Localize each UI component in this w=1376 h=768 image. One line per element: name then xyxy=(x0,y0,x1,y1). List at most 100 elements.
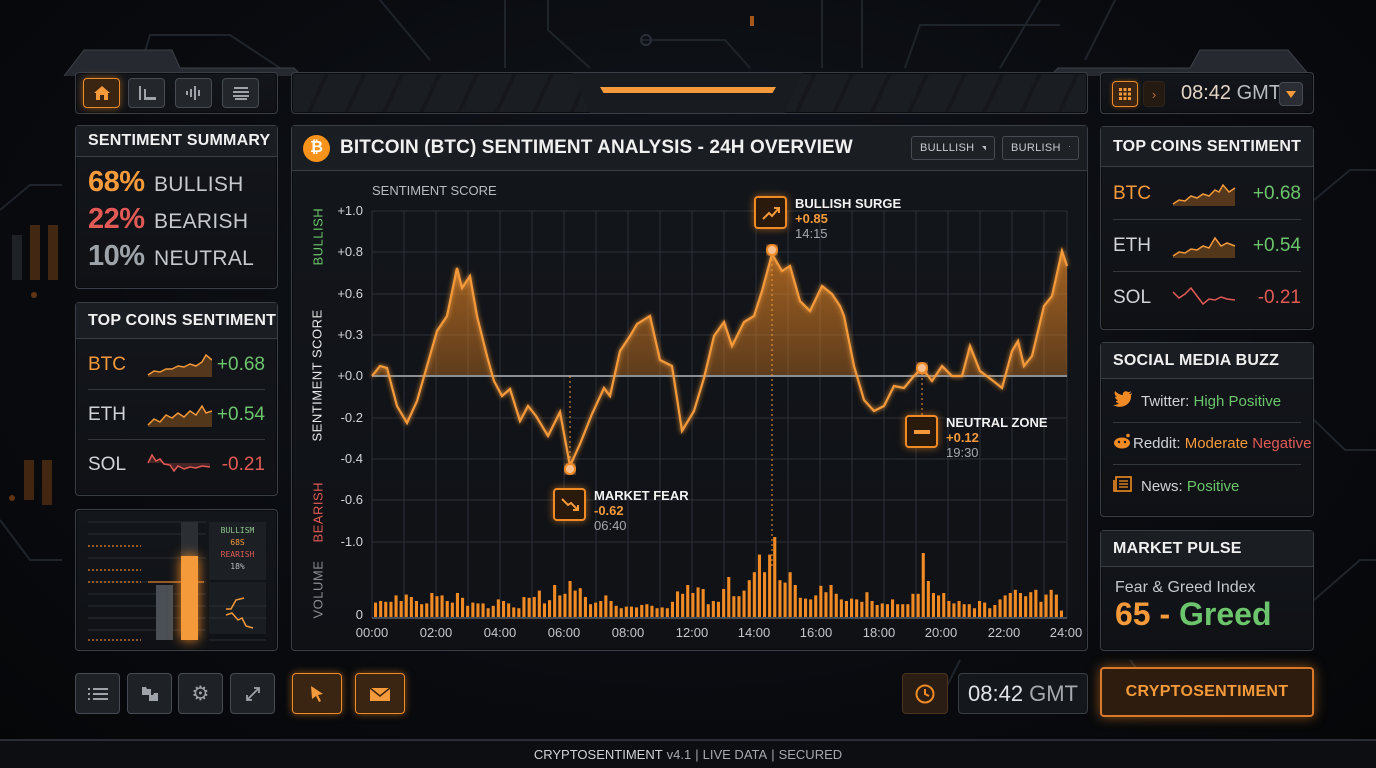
trend-up-icon xyxy=(754,196,787,229)
waveform-button[interactable] xyxy=(175,78,212,108)
volume-bar xyxy=(911,593,915,617)
volume-bar xyxy=(891,599,895,617)
coin-row-eth[interactable]: ETH +0.54 xyxy=(88,390,265,440)
volume-bar xyxy=(537,590,541,617)
callout-bullish-surge[interactable]: BULLISH SURGE +0.85 14:15 xyxy=(754,196,901,241)
y-tick: +0.3 xyxy=(337,327,363,342)
volume-bar xyxy=(435,596,439,617)
volume-bar xyxy=(502,601,506,617)
coin-row-sol[interactable]: SOL -0.21 xyxy=(88,453,265,475)
volume-bar xyxy=(716,601,720,617)
volume-bar xyxy=(967,604,971,617)
coin-row-btc[interactable]: BTC +0.68 xyxy=(88,340,265,390)
layers-icon xyxy=(141,686,158,701)
callout-market-fear[interactable]: MARKET FEAR -0.62 06:40 xyxy=(553,488,689,533)
volume-bar xyxy=(507,603,511,617)
marker-neutral[interactable] xyxy=(916,362,928,374)
reddit-icon xyxy=(1113,433,1133,454)
volume-bar xyxy=(420,604,424,617)
volume-bar xyxy=(778,580,782,617)
volume-bar xyxy=(768,554,772,617)
volume-bar xyxy=(609,601,613,617)
top-coins-panel-left: TOP COINS SENTIMENT BTC +0.68 ETH +0.54 … xyxy=(75,302,278,496)
volume-bar xyxy=(978,601,982,617)
next-button[interactable]: › xyxy=(1143,81,1165,107)
expand-button[interactable] xyxy=(230,673,275,714)
sparkline-up xyxy=(147,353,212,377)
social-row-news[interactable]: News: Positive xyxy=(1113,465,1301,507)
marker-surge[interactable] xyxy=(766,244,778,256)
volume-bar xyxy=(829,585,833,617)
volume-bar xyxy=(445,601,449,617)
sparkline-up xyxy=(1172,183,1236,206)
social-buzz-panel: SOCIAL MEDIA BUZZ Twitter: High Positive… xyxy=(1100,342,1314,517)
grid-button[interactable] xyxy=(222,78,259,108)
social-row-reddit[interactable]: Reddit: Moderate Negative xyxy=(1113,423,1311,465)
sparkline-up xyxy=(147,404,212,427)
waveform-icon xyxy=(185,86,200,100)
coin-row-btc[interactable]: BTC +0.68 xyxy=(1113,168,1301,220)
timezone-dropdown[interactable] xyxy=(1279,82,1303,106)
volume-bar xyxy=(563,593,567,617)
mail-button[interactable] xyxy=(355,673,405,714)
volume-bar xyxy=(379,601,383,617)
marker-fear[interactable] xyxy=(564,463,576,475)
volume-bar xyxy=(814,595,818,617)
x-tick: 04:00 xyxy=(483,625,517,640)
volume-bar xyxy=(839,599,843,617)
volume-bar xyxy=(972,608,976,617)
bar-chart-icon xyxy=(138,86,156,100)
volume-bar xyxy=(901,604,905,617)
select-tool-button[interactable] xyxy=(292,673,342,714)
coin-row-eth[interactable]: ETH +0.54 xyxy=(1113,220,1301,272)
settings-button[interactable]: ⚙ xyxy=(178,673,223,714)
layers-button[interactable] xyxy=(127,673,172,714)
brand-button[interactable]: CRYPTOSENTIMENT xyxy=(1100,667,1314,717)
volume-bar xyxy=(1049,589,1053,617)
panel-title: SOCIAL MEDIA BUZZ xyxy=(1101,343,1313,379)
x-tick: 20:00 xyxy=(924,625,958,640)
filter-dropdown-2[interactable]: BURLISH xyxy=(1002,136,1079,160)
main-chart-panel: ₿ BITCOIN (BTC) SENTIMENT ANALYSIS - 24H… xyxy=(291,125,1088,651)
volume-bar xyxy=(686,585,690,617)
volume-bar xyxy=(491,605,495,617)
summary-row-bearish: 22% BEARISH xyxy=(88,203,249,235)
volume-bar xyxy=(752,572,756,617)
volume-bar xyxy=(988,608,992,617)
volume-bar xyxy=(655,608,659,617)
volume-bar xyxy=(614,605,618,617)
volume-bar xyxy=(409,597,413,617)
callout-neutral-zone[interactable]: NEUTRAL ZONE +0.12 19:30 xyxy=(905,415,1048,460)
volume-bar xyxy=(645,604,649,617)
list-button[interactable] xyxy=(75,673,120,714)
volume-bar xyxy=(440,595,444,617)
volume-bar xyxy=(578,588,582,617)
volume-bar xyxy=(942,593,946,617)
volume-bar xyxy=(1003,595,1007,617)
volume-bar xyxy=(747,580,751,617)
volume-bar xyxy=(701,589,705,617)
volume-bar xyxy=(798,597,802,617)
volume-bar xyxy=(834,593,838,617)
volume-bar xyxy=(394,595,398,617)
volume-bar xyxy=(722,589,726,617)
filter-dropdown-1[interactable]: BULLLISH xyxy=(911,136,995,160)
volume-bar xyxy=(875,605,879,617)
clock-button[interactable] xyxy=(902,673,948,714)
volume-bar xyxy=(430,593,434,617)
social-row-twitter[interactable]: Twitter: High Positive xyxy=(1113,381,1301,423)
calendar-button[interactable] xyxy=(1112,81,1138,107)
fear-greed-value: 65 - Greed xyxy=(1115,596,1272,632)
status-footer: CRYPTOSENTIMENT v4.1 | LIVE DATA | SECUR… xyxy=(0,739,1376,768)
volume-bar xyxy=(926,581,930,617)
volume-bar xyxy=(466,605,470,617)
x-tick: 00:00 xyxy=(355,625,389,640)
volume-bar xyxy=(1054,594,1058,617)
home-button[interactable] xyxy=(83,78,120,108)
summary-row-bullish: 68% BULLISH xyxy=(88,166,244,198)
volume-bar xyxy=(896,604,900,617)
volume-bar xyxy=(1013,589,1017,617)
coin-row-sol[interactable]: SOL -0.21 xyxy=(1113,286,1301,308)
bar-chart-button[interactable] xyxy=(128,78,165,108)
status-light xyxy=(600,87,776,93)
